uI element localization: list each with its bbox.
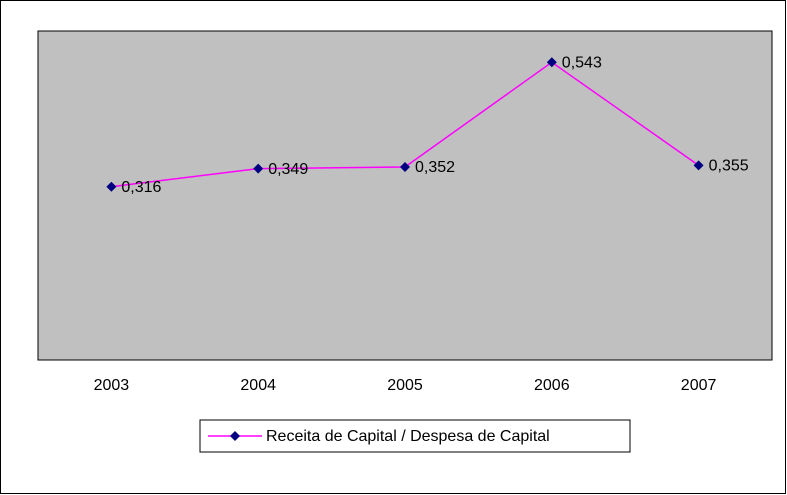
marker [253,163,264,174]
legend-box [199,419,631,453]
data-label: 0,352 [415,159,455,176]
legend-label: Receita de Capital / Despesa de Capital [266,428,550,445]
x-tick-label: 2006 [534,377,570,394]
marker [106,181,117,192]
plot-area [37,30,773,361]
marker [693,160,704,171]
data-label: 0,355 [709,158,749,175]
x-tick-label: 2005 [387,377,423,394]
data-label: 0,349 [268,161,308,178]
legend-marker [230,431,240,441]
x-tick-label: 2004 [240,377,276,394]
data-label: 0,543 [562,54,602,71]
data-label: 0,316 [121,179,161,196]
x-tick-label: 2003 [94,377,130,394]
marker [546,57,557,68]
x-tick-label: 2007 [681,377,717,394]
marker [400,161,410,172]
